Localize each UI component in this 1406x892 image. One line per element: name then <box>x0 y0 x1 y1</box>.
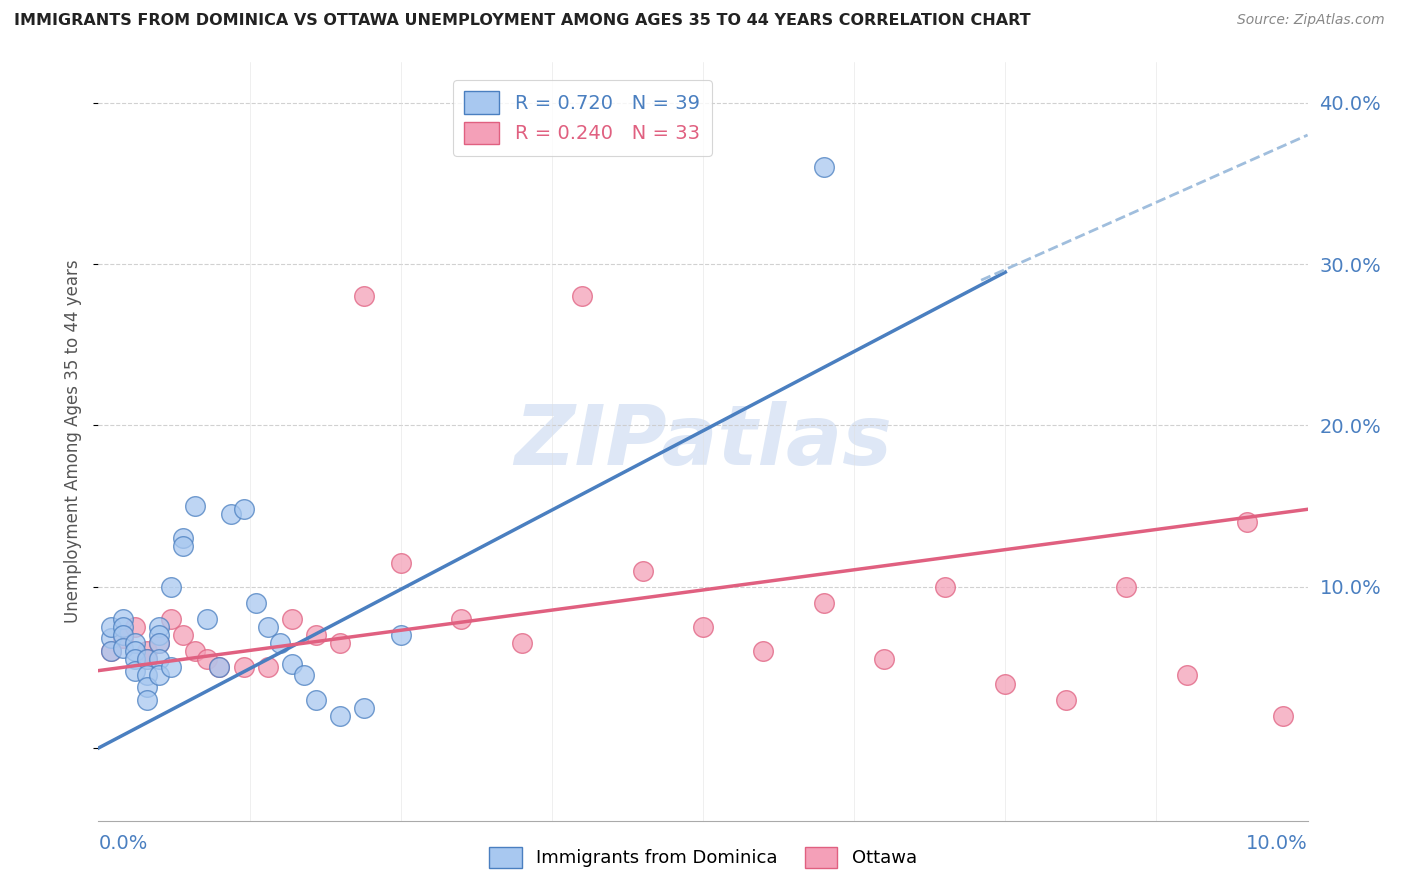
Point <box>208 660 231 674</box>
Point <box>934 580 956 594</box>
Point <box>232 502 254 516</box>
Point <box>1115 580 1137 594</box>
Point <box>692 620 714 634</box>
Y-axis label: Unemployment Among Ages 35 to 44 years: Unemployment Among Ages 35 to 44 years <box>65 260 83 624</box>
Text: Source: ZipAtlas.com: Source: ZipAtlas.com <box>1237 13 1385 28</box>
Point <box>329 708 352 723</box>
Point <box>353 289 375 303</box>
Point <box>873 652 896 666</box>
Point <box>232 660 254 674</box>
Text: IMMIGRANTS FROM DOMINICA VS OTTAWA UNEMPLOYMENT AMONG AGES 35 TO 44 YEARS CORREL: IMMIGRANTS FROM DOMINICA VS OTTAWA UNEMP… <box>14 13 1031 29</box>
Point <box>281 657 304 672</box>
Point <box>245 596 267 610</box>
Point <box>148 652 170 666</box>
Point <box>100 632 122 646</box>
Point <box>148 620 170 634</box>
Point <box>305 628 328 642</box>
Point <box>124 636 146 650</box>
Point <box>184 644 207 658</box>
Point <box>172 540 194 554</box>
Point <box>353 700 375 714</box>
Point <box>148 668 170 682</box>
Point <box>994 676 1017 690</box>
Point <box>813 596 835 610</box>
Point <box>752 644 775 658</box>
Point <box>124 644 146 658</box>
Point <box>1236 515 1258 529</box>
Point <box>160 612 183 626</box>
Point <box>195 652 218 666</box>
Point <box>1054 692 1077 706</box>
Point <box>160 580 183 594</box>
Point <box>135 668 157 682</box>
Point <box>631 564 654 578</box>
Point <box>281 612 304 626</box>
Point <box>124 652 146 666</box>
Point <box>389 628 412 642</box>
Point <box>111 632 134 646</box>
Point <box>184 499 207 513</box>
Point <box>208 660 231 674</box>
Legend: R = 0.720   N = 39, R = 0.240   N = 33: R = 0.720 N = 39, R = 0.240 N = 33 <box>453 79 711 156</box>
Point <box>100 644 122 658</box>
Point <box>813 161 835 175</box>
Point <box>135 652 157 666</box>
Point <box>450 612 472 626</box>
Point <box>329 636 352 650</box>
Point <box>305 692 328 706</box>
Point <box>124 664 146 678</box>
Point <box>256 620 278 634</box>
Point <box>135 644 157 658</box>
Point <box>100 644 122 658</box>
Point <box>135 680 157 694</box>
Point <box>148 628 170 642</box>
Point <box>111 612 134 626</box>
Point <box>510 636 533 650</box>
Text: ZIPatlas: ZIPatlas <box>515 401 891 482</box>
Point <box>100 620 122 634</box>
Point <box>571 289 593 303</box>
Point <box>124 620 146 634</box>
Point <box>135 692 157 706</box>
Text: 0.0%: 0.0% <box>98 833 148 853</box>
Point <box>1175 668 1198 682</box>
Point <box>389 556 412 570</box>
Legend: Immigrants from Dominica, Ottawa: Immigrants from Dominica, Ottawa <box>478 836 928 879</box>
Point <box>135 652 157 666</box>
Point <box>160 660 183 674</box>
Point <box>292 668 315 682</box>
Point <box>256 660 278 674</box>
Point <box>148 636 170 650</box>
Point <box>111 620 134 634</box>
Point <box>221 507 243 521</box>
Point <box>148 636 170 650</box>
Point <box>111 640 134 655</box>
Point <box>111 628 134 642</box>
Point <box>172 628 194 642</box>
Point <box>195 612 218 626</box>
Point <box>1272 708 1295 723</box>
Point <box>269 636 291 650</box>
Point <box>172 532 194 546</box>
Text: 10.0%: 10.0% <box>1246 833 1308 853</box>
